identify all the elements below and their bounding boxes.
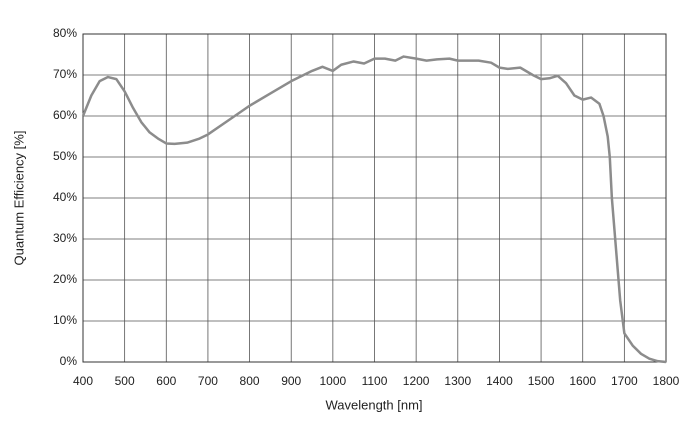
x-tick-label: 1400 <box>486 374 513 388</box>
y-tick-label: 10% <box>53 313 77 327</box>
x-tick-label: 1500 <box>528 374 555 388</box>
x-tick-label: 1700 <box>611 374 638 388</box>
y-axis-title: Quantum Efficiency [%] <box>11 131 26 266</box>
y-tick-label: 20% <box>53 272 77 286</box>
x-tick-label: 1100 <box>362 374 388 388</box>
x-tick-label: 1800 <box>653 374 680 388</box>
x-axis-title: Wavelength [nm] <box>325 397 422 412</box>
x-tick-label: 900 <box>281 374 301 388</box>
y-tick-label: 70% <box>53 67 77 81</box>
plot-frame <box>82 33 667 363</box>
y-tick-label: 60% <box>53 108 77 122</box>
x-tick-label: 600 <box>156 374 176 388</box>
x-tick-label: 1300 <box>444 374 471 388</box>
x-tick-label: 500 <box>115 374 135 388</box>
x-tick-label: 1600 <box>569 374 596 388</box>
y-tick-label: 30% <box>53 231 77 245</box>
x-tick-label: 700 <box>198 374 218 388</box>
y-tick-label: 80% <box>53 26 77 40</box>
x-tick-label: 1000 <box>320 374 347 388</box>
data-line <box>81 55 667 364</box>
y-tick-label: 0% <box>60 354 78 368</box>
x-tick-label: 400 <box>73 374 93 388</box>
x-tick-label: 800 <box>240 374 260 388</box>
y-tick-label: 40% <box>53 190 77 204</box>
x-tick-label: 1200 <box>403 374 430 388</box>
y-tick-label: 50% <box>53 149 77 163</box>
